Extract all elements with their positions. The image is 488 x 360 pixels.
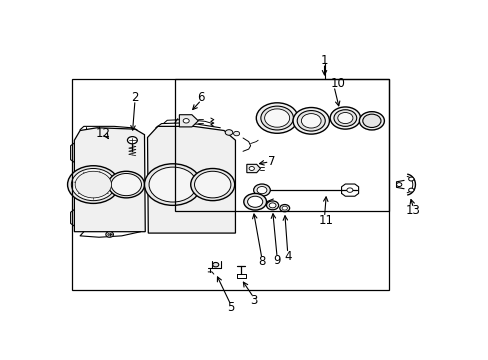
Bar xyxy=(175,79,388,211)
Circle shape xyxy=(292,108,329,134)
Circle shape xyxy=(67,166,119,203)
Circle shape xyxy=(253,184,270,196)
Circle shape xyxy=(346,188,352,192)
Circle shape xyxy=(225,130,232,135)
Circle shape xyxy=(183,118,189,123)
Circle shape xyxy=(247,196,262,207)
Circle shape xyxy=(337,112,352,123)
Polygon shape xyxy=(147,126,235,233)
Circle shape xyxy=(268,203,275,208)
Text: 13: 13 xyxy=(406,204,420,217)
Circle shape xyxy=(329,107,360,129)
Text: 6: 6 xyxy=(197,91,204,104)
Circle shape xyxy=(297,111,325,131)
Circle shape xyxy=(408,188,413,192)
Circle shape xyxy=(396,183,401,186)
Text: 10: 10 xyxy=(330,77,345,90)
Circle shape xyxy=(248,167,254,170)
Text: 3: 3 xyxy=(249,294,257,307)
Circle shape xyxy=(108,171,144,198)
Circle shape xyxy=(212,262,218,267)
Circle shape xyxy=(333,110,356,126)
Circle shape xyxy=(144,164,201,205)
Circle shape xyxy=(282,206,287,210)
Text: 5: 5 xyxy=(227,301,234,314)
Text: 12: 12 xyxy=(95,127,110,140)
Circle shape xyxy=(408,177,413,181)
Circle shape xyxy=(127,136,137,144)
Bar xyxy=(72,79,388,290)
Polygon shape xyxy=(246,164,260,173)
Circle shape xyxy=(194,171,230,198)
Polygon shape xyxy=(179,115,198,127)
Circle shape xyxy=(359,112,384,130)
Circle shape xyxy=(105,232,113,237)
Circle shape xyxy=(279,204,289,212)
Text: 7: 7 xyxy=(267,154,275,167)
Circle shape xyxy=(107,233,111,236)
Text: 8: 8 xyxy=(258,255,265,268)
Text: 11: 11 xyxy=(318,213,333,226)
Text: 2: 2 xyxy=(131,91,139,104)
Circle shape xyxy=(260,106,293,130)
Circle shape xyxy=(266,201,278,210)
Circle shape xyxy=(190,168,234,201)
Circle shape xyxy=(149,167,196,202)
Text: 1: 1 xyxy=(320,54,327,67)
Circle shape xyxy=(71,168,115,201)
Ellipse shape xyxy=(75,171,111,198)
Circle shape xyxy=(111,174,141,195)
Circle shape xyxy=(233,131,239,136)
Circle shape xyxy=(244,193,266,210)
Polygon shape xyxy=(74,128,145,232)
Circle shape xyxy=(257,186,266,194)
Circle shape xyxy=(256,103,297,133)
Circle shape xyxy=(362,114,380,127)
Text: 9: 9 xyxy=(273,254,280,267)
Text: 4: 4 xyxy=(284,249,291,262)
Circle shape xyxy=(264,109,289,127)
Circle shape xyxy=(301,114,321,128)
